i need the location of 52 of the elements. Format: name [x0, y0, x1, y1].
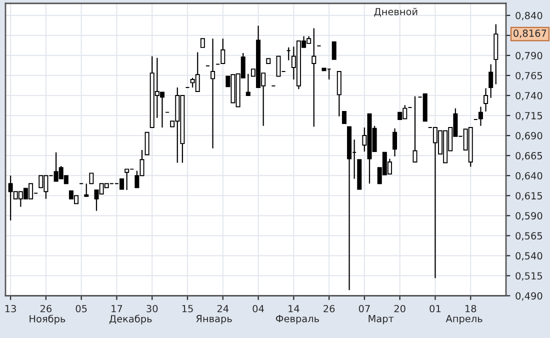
- y-tick-label: 0,715: [516, 112, 542, 120]
- text: Ноябрь: [30, 314, 66, 324]
- candlestick: [412, 96, 418, 163]
- candlestick: [210, 38, 216, 149]
- x-tick-label: 24: [217, 304, 229, 312]
- candlestick: [144, 132, 150, 156]
- x-tick-label: 05: [76, 304, 87, 312]
- y-tick-label: 0,490: [516, 292, 542, 301]
- candlestick: [89, 172, 94, 184]
- x-tick-label: 07: [358, 304, 370, 312]
- y-tick-label: 0,665: [516, 152, 542, 160]
- text: 0,8167: [514, 30, 546, 38]
- text: Апрель: [446, 315, 482, 324]
- x-tick-label: 18: [465, 304, 476, 312]
- candlestick: [342, 111, 346, 124]
- candlestick: [392, 128, 398, 157]
- y-tick-label: 0,640: [516, 172, 542, 180]
- candlestick: [336, 70, 342, 117]
- text: Декабрь: [109, 314, 152, 324]
- text: Март: [368, 315, 394, 324]
- chart-title: Дневной: [374, 8, 418, 17]
- x-tick-label: 30: [146, 304, 158, 312]
- candlestick: [312, 28, 316, 128]
- x-tick-label: 17: [112, 305, 122, 312]
- y-tick-label: 0,765: [516, 72, 542, 80]
- x-tick-label: 15: [182, 305, 193, 312]
- x-tick-label: 13: [5, 304, 16, 312]
- x-tick-label: 26: [40, 304, 52, 312]
- candlestick: [478, 106, 483, 126]
- text: Февраль: [276, 315, 319, 324]
- y-tick-label: 0,615: [516, 192, 542, 200]
- candlestick: [124, 168, 130, 191]
- y-tick-label: 0,590: [516, 212, 542, 220]
- y-tick-label: 0,690: [516, 132, 542, 140]
- text: Январь: [196, 315, 232, 324]
- candlestick: [484, 88, 488, 112]
- y-tick-label: 0,540: [516, 252, 542, 261]
- x-tick-label: 04: [252, 304, 264, 312]
- candlestick: [246, 73, 250, 96]
- x-tick-label: 26: [324, 304, 335, 312]
- y-tick-label: 0,740: [516, 92, 542, 100]
- x-tick-label: 01: [430, 304, 441, 312]
- y-tick-label: 0,790: [516, 52, 542, 60]
- y-tick-label: 0,840: [516, 12, 542, 20]
- candlestick: [220, 38, 226, 64]
- candlestick: [84, 183, 89, 197]
- y-tick-label: 0,565: [516, 232, 542, 240]
- candlestick: [488, 64, 494, 98]
- x-tick-label: 20: [394, 304, 406, 312]
- y-tick-label: 0,515: [516, 272, 542, 281]
- candlestick: [332, 41, 336, 60]
- x-tick-label: 14: [288, 305, 300, 312]
